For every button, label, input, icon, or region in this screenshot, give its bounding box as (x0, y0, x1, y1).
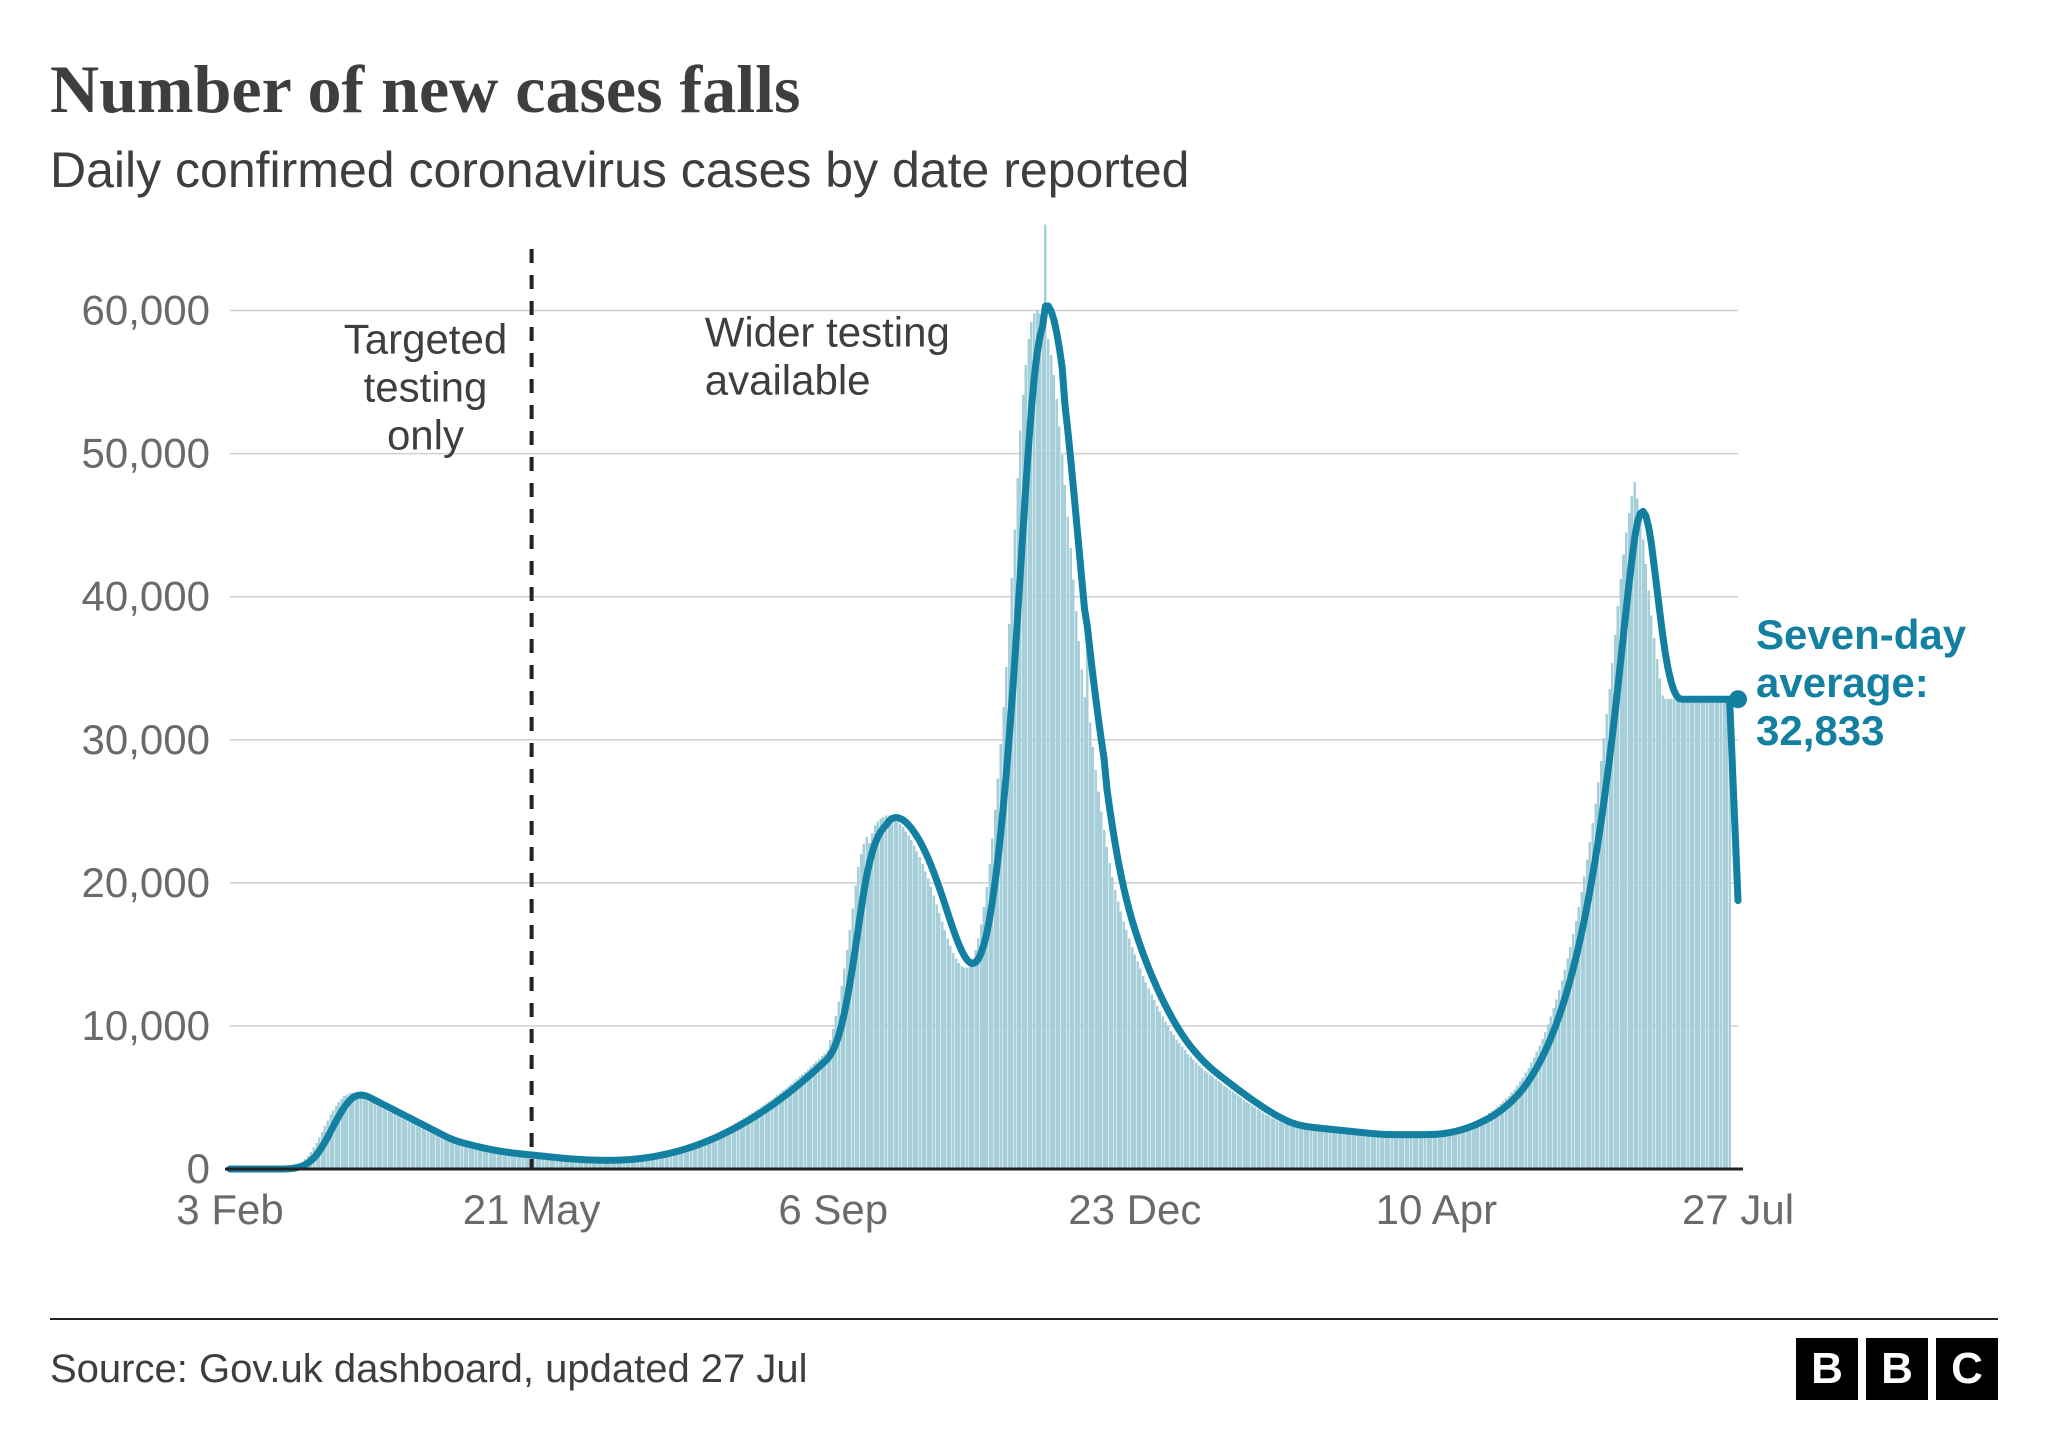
chart-subtitle: Daily confirmed coronavirus cases by dat… (50, 141, 1998, 199)
svg-text:10 Apr: 10 Apr (1376, 1186, 1497, 1233)
svg-text:23 Dec: 23 Dec (1068, 1186, 1201, 1233)
y-axis-labels: 0 10,000 20,000 30,000 40,000 50,000 60,000 (82, 287, 210, 1192)
svg-text:30,000: 30,000 (82, 716, 210, 763)
svg-text:average:: average: (1756, 659, 1929, 706)
chart-svg: 0 10,000 20,000 30,000 40,000 50,000 60,000 3 … (50, 219, 1998, 1259)
svg-text:10,000: 10,000 (82, 1002, 210, 1049)
svg-text:60,000: 60,000 (82, 287, 210, 334)
x-axis-labels: 3 Feb 21 May 6 Sep 23 Dec 10 Apr 27 Jul (176, 1186, 1794, 1233)
chart-title: Number of new cases falls (50, 50, 1998, 129)
svg-text:Seven-day: Seven-day (1756, 611, 1967, 658)
svg-text:testing: testing (364, 363, 488, 410)
bbc-logo-letter: B (1796, 1338, 1858, 1400)
daily-bars (285, 225, 1731, 1169)
svg-text:Targeted: Targeted (344, 315, 507, 362)
svg-text:0: 0 (187, 1145, 210, 1192)
svg-text:50,000: 50,000 (82, 430, 210, 477)
svg-text:40,000: 40,000 (82, 573, 210, 620)
svg-text:6 Sep: 6 Sep (778, 1186, 888, 1233)
footer: Source: Gov.uk dashboard, updated 27 Jul… (50, 1318, 1998, 1400)
svg-text:27 Jul: 27 Jul (1682, 1186, 1794, 1233)
svg-text:32,833: 32,833 (1756, 707, 1884, 754)
svg-text:3 Feb: 3 Feb (176, 1186, 283, 1233)
bbc-logo-letter: B (1866, 1338, 1928, 1400)
bbc-logo: B B C (1796, 1338, 1998, 1400)
bbc-logo-letter: C (1936, 1338, 1998, 1400)
callout: Seven-dayaverage:32,833 (1729, 611, 1967, 754)
chart-card: Number of new cases falls Daily confirme… (0, 0, 2048, 1440)
svg-text:available: available (705, 356, 871, 403)
chart-area: 0 10,000 20,000 30,000 40,000 50,000 60,000 3 … (50, 219, 1998, 1259)
annotations: Targetedtestingonly Wider testingavailabl… (344, 308, 950, 458)
svg-text:only: only (387, 411, 464, 458)
svg-text:20,000: 20,000 (82, 859, 210, 906)
svg-text:21 May: 21 May (463, 1186, 601, 1233)
svg-text:Wider testing: Wider testing (705, 308, 950, 355)
source-text: Source: Gov.uk dashboard, updated 27 Jul (50, 1347, 808, 1392)
